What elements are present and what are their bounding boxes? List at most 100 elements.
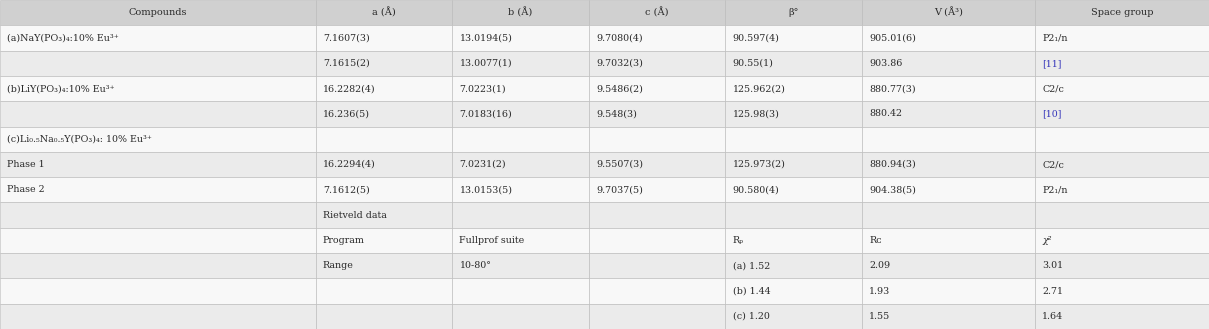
Text: χ²: χ² bbox=[1042, 236, 1052, 245]
Bar bbox=[862, 152, 1035, 177]
Bar bbox=[0, 101, 316, 127]
Bar bbox=[316, 202, 452, 228]
Bar bbox=[1035, 127, 1209, 152]
Bar bbox=[589, 127, 725, 152]
Bar bbox=[725, 253, 862, 278]
Bar bbox=[725, 177, 862, 202]
Text: 9.7037(5): 9.7037(5) bbox=[596, 185, 643, 194]
Text: 7.0183(16): 7.0183(16) bbox=[459, 109, 513, 118]
Bar bbox=[862, 101, 1035, 127]
Bar bbox=[0, 228, 316, 253]
Bar bbox=[452, 127, 589, 152]
Bar bbox=[589, 278, 725, 304]
Bar bbox=[589, 76, 725, 101]
Bar bbox=[589, 101, 725, 127]
Bar bbox=[589, 152, 725, 177]
Bar bbox=[1035, 51, 1209, 76]
Bar bbox=[725, 228, 862, 253]
Text: Rᴄ: Rᴄ bbox=[869, 236, 881, 245]
Bar bbox=[316, 304, 452, 329]
Bar bbox=[316, 51, 452, 76]
Bar bbox=[1035, 152, 1209, 177]
Bar bbox=[0, 278, 316, 304]
Bar bbox=[452, 51, 589, 76]
Bar bbox=[589, 202, 725, 228]
Text: 7.1615(2): 7.1615(2) bbox=[323, 59, 370, 68]
Text: P2₁/n: P2₁/n bbox=[1042, 185, 1068, 194]
Text: (c)Li₀.₅Na₀.₅Y(PO₃)₄: 10% Eu³⁺: (c)Li₀.₅Na₀.₅Y(PO₃)₄: 10% Eu³⁺ bbox=[7, 135, 152, 144]
Text: Phase 1: Phase 1 bbox=[7, 160, 45, 169]
Text: 904.38(5): 904.38(5) bbox=[869, 185, 916, 194]
Bar bbox=[316, 76, 452, 101]
Bar bbox=[452, 253, 589, 278]
Text: [10]: [10] bbox=[1042, 109, 1062, 118]
Text: 1.93: 1.93 bbox=[869, 287, 891, 295]
Text: Program: Program bbox=[323, 236, 365, 245]
Bar bbox=[0, 0, 316, 25]
Bar bbox=[0, 25, 316, 51]
Bar bbox=[725, 0, 862, 25]
Bar bbox=[1035, 25, 1209, 51]
Text: (b)LiY(PO₃)₄:10% Eu³⁺: (b)LiY(PO₃)₄:10% Eu³⁺ bbox=[7, 84, 115, 93]
Bar bbox=[452, 228, 589, 253]
Bar bbox=[1035, 76, 1209, 101]
Bar bbox=[589, 304, 725, 329]
Bar bbox=[1035, 304, 1209, 329]
Text: Rₚ: Rₚ bbox=[733, 236, 744, 245]
Bar bbox=[725, 51, 862, 76]
Bar bbox=[452, 25, 589, 51]
Bar bbox=[1035, 228, 1209, 253]
Text: C2/c: C2/c bbox=[1042, 160, 1064, 169]
Text: a (Å): a (Å) bbox=[372, 8, 395, 18]
Bar bbox=[725, 76, 862, 101]
Text: β°: β° bbox=[788, 8, 799, 17]
Bar bbox=[0, 152, 316, 177]
Bar bbox=[316, 127, 452, 152]
Bar bbox=[725, 152, 862, 177]
Text: Fullprof suite: Fullprof suite bbox=[459, 236, 525, 245]
Bar bbox=[316, 25, 452, 51]
Bar bbox=[452, 152, 589, 177]
Text: 9.7032(3): 9.7032(3) bbox=[596, 59, 643, 68]
Text: 125.962(2): 125.962(2) bbox=[733, 84, 786, 93]
Text: (a)NaY(PO₃)₄:10% Eu³⁺: (a)NaY(PO₃)₄:10% Eu³⁺ bbox=[7, 34, 118, 42]
Bar bbox=[0, 253, 316, 278]
Text: 7.0223(1): 7.0223(1) bbox=[459, 84, 507, 93]
Text: 16.236(5): 16.236(5) bbox=[323, 109, 370, 118]
Text: 7.1607(3): 7.1607(3) bbox=[323, 34, 370, 42]
Text: 9.5507(3): 9.5507(3) bbox=[596, 160, 643, 169]
Bar bbox=[862, 202, 1035, 228]
Bar bbox=[589, 51, 725, 76]
Text: [11]: [11] bbox=[1042, 59, 1062, 68]
Text: 90.55(1): 90.55(1) bbox=[733, 59, 774, 68]
Bar bbox=[316, 0, 452, 25]
Text: 2.09: 2.09 bbox=[869, 261, 890, 270]
Text: Phase 2: Phase 2 bbox=[7, 185, 45, 194]
Bar bbox=[1035, 278, 1209, 304]
Bar bbox=[452, 101, 589, 127]
Bar bbox=[725, 304, 862, 329]
Text: (c) 1.20: (c) 1.20 bbox=[733, 312, 770, 321]
Bar bbox=[316, 152, 452, 177]
Text: 1.55: 1.55 bbox=[869, 312, 891, 321]
Text: 13.0194(5): 13.0194(5) bbox=[459, 34, 513, 42]
Text: 7.0231(2): 7.0231(2) bbox=[459, 160, 507, 169]
Bar bbox=[862, 228, 1035, 253]
Text: c (Å): c (Å) bbox=[646, 8, 669, 18]
Text: 13.0077(1): 13.0077(1) bbox=[459, 59, 513, 68]
Text: 880.77(3): 880.77(3) bbox=[869, 84, 916, 93]
Text: (a) 1.52: (a) 1.52 bbox=[733, 261, 770, 270]
Text: 16.2294(4): 16.2294(4) bbox=[323, 160, 376, 169]
Bar bbox=[589, 25, 725, 51]
Bar bbox=[725, 202, 862, 228]
Bar bbox=[862, 127, 1035, 152]
Bar bbox=[862, 253, 1035, 278]
Bar bbox=[316, 278, 452, 304]
Bar bbox=[725, 25, 862, 51]
Text: V (Å³): V (Å³) bbox=[935, 8, 962, 18]
Bar bbox=[316, 101, 452, 127]
Text: Space group: Space group bbox=[1091, 8, 1153, 17]
Bar bbox=[316, 253, 452, 278]
Bar bbox=[1035, 0, 1209, 25]
Bar bbox=[589, 0, 725, 25]
